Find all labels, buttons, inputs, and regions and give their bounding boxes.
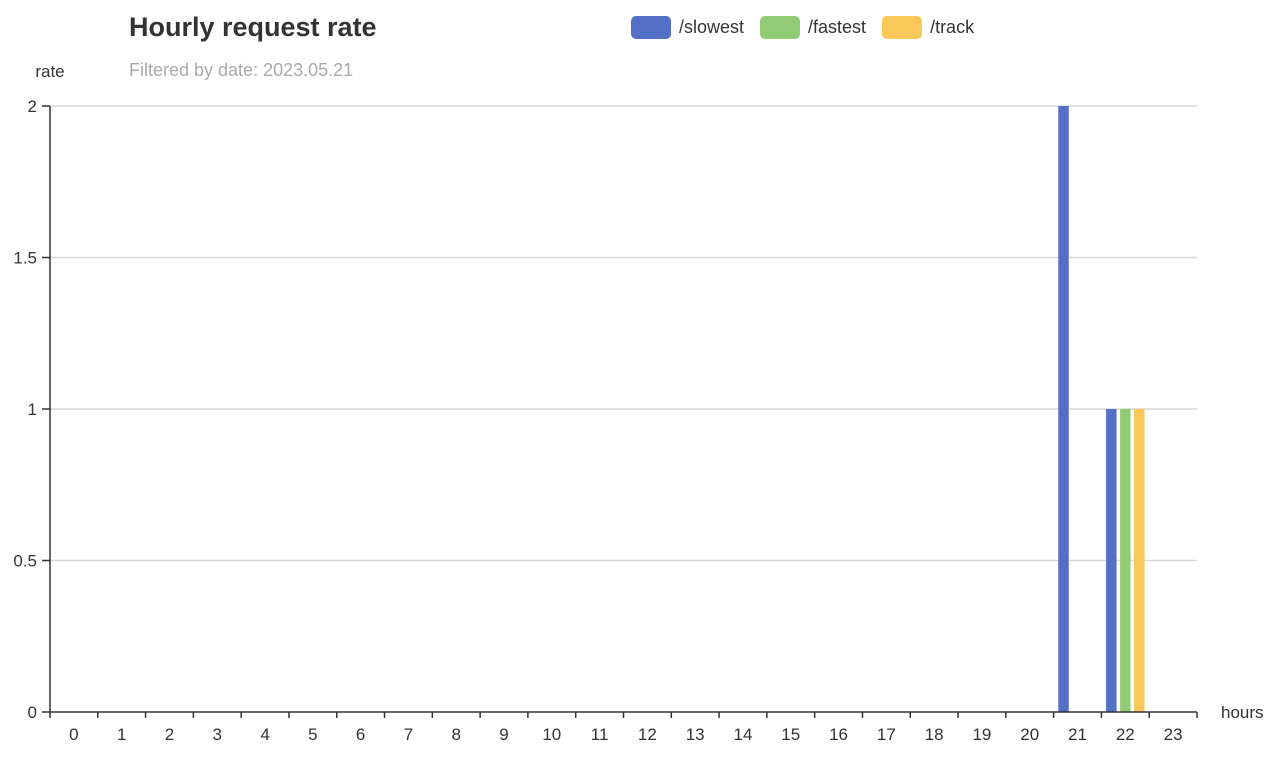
y-tick-label: 2 <box>28 97 37 116</box>
x-tick-label: 0 <box>69 725 78 744</box>
chart-title: Hourly request rate <box>129 12 377 42</box>
chart-subtitle: Filtered by date: 2023.05.21 <box>129 60 354 80</box>
x-tick-label: 14 <box>734 725 753 744</box>
x-tick-label: 6 <box>356 725 365 744</box>
x-axis-label: hours <box>1221 703 1264 722</box>
legend-swatch-track <box>882 16 923 39</box>
x-tick-label: 22 <box>1116 725 1135 744</box>
bar-fastest-hour-22[interactable] <box>1120 409 1131 712</box>
x-tick-label: 3 <box>213 725 222 744</box>
legend-label-track: /track <box>930 17 975 37</box>
bars <box>1058 106 1145 712</box>
y-tick-label: 0.5 <box>13 552 37 571</box>
x-tick-label: 9 <box>499 725 508 744</box>
y-tick-label: 1.5 <box>13 249 37 268</box>
x-tick-label: 23 <box>1164 725 1183 744</box>
x-tick-label: 10 <box>542 725 561 744</box>
x-tick-label: 12 <box>638 725 657 744</box>
legend-label-slowest: /slowest <box>679 17 745 37</box>
x-tick-label: 20 <box>1020 725 1039 744</box>
x-tick-label: 5 <box>308 725 317 744</box>
x-tick-label: 11 <box>591 725 609 744</box>
y-tick-label: 0 <box>28 703 37 722</box>
legend-swatch-fastest <box>760 16 801 39</box>
x-tick-label: 18 <box>925 725 944 744</box>
x-tick-label: 8 <box>451 725 460 744</box>
x-tick-label: 1 <box>117 725 126 744</box>
x-tick-label: 17 <box>877 725 896 744</box>
legend-item-fastest[interactable]: /fastest <box>760 16 866 39</box>
legend-swatch-slowest <box>631 16 671 39</box>
x-tick-label: 4 <box>260 725 269 744</box>
axes: 00.511.520 1 2 3 4 5 6 7 8 9 10 11 12 13 14 15 16 17 18 19 2… <box>13 97 1198 744</box>
legend-label-fastest: /fastest <box>808 17 867 37</box>
x-tick-label: 7 <box>404 725 413 744</box>
bar-track-hour-22[interactable] <box>1134 409 1145 712</box>
grid-lines <box>50 105 1197 562</box>
y-tick-label: 1 <box>28 400 37 419</box>
x-tick-label: 2 <box>165 725 174 744</box>
x-tick-label: 19 <box>972 725 991 744</box>
legend: /slowest /fastest /track <box>631 16 974 39</box>
x-tick-label: 15 <box>781 725 800 744</box>
x-tick-label: 16 <box>829 725 848 744</box>
legend-item-slowest[interactable]: /slowest <box>631 16 744 39</box>
x-tick-label: 21 <box>1068 725 1087 744</box>
bar-slowest-hour-21[interactable] <box>1058 106 1069 712</box>
x-tick-label: 13 <box>686 725 705 744</box>
legend-item-track[interactable]: /track <box>882 16 974 39</box>
bar-slowest-hour-22[interactable] <box>1106 409 1117 712</box>
y-axis-label: rate <box>35 62 64 81</box>
